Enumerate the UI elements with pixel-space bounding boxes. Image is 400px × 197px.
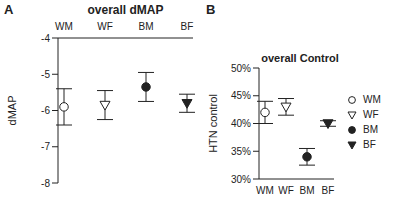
svg-text:-8: -8: [41, 178, 50, 189]
html-text:BF: BF: [363, 139, 376, 150]
svg-text:WF: WF: [97, 21, 113, 32]
svg-text:HTN control: HTN control: [207, 94, 219, 153]
svg-text:WF: WF: [278, 185, 294, 196]
html-text:B: B: [206, 2, 216, 17]
svg-text:-5: -5: [41, 69, 50, 80]
svg-text:50%: 50%: [231, 63, 251, 74]
svg-text:-7: -7: [41, 141, 50, 152]
svg-text:-4: -4: [41, 33, 50, 44]
html-text:overall Control: overall Control: [261, 52, 339, 64]
svg-text:BM: BM: [300, 185, 315, 196]
svg-text:40%: 40%: [231, 118, 251, 129]
svg-text:45%: 45%: [231, 90, 251, 101]
html-text:overall dMAP: overall dMAP: [87, 3, 164, 17]
html-text:A: A: [4, 2, 14, 17]
html-text:WM: WM: [363, 94, 381, 105]
svg-text:BM: BM: [139, 21, 154, 32]
svg-text:30%: 30%: [231, 174, 251, 185]
svg-text:BF: BF: [322, 185, 335, 196]
svg-text:-6: -6: [41, 105, 50, 116]
html-text:WF: WF: [363, 109, 379, 120]
html-text:BM: BM: [363, 124, 378, 135]
svg-text:BF: BF: [181, 21, 194, 32]
svg-text:WM: WM: [55, 21, 73, 32]
svg-text:dMAP: dMAP: [8, 96, 18, 126]
svg-text:35%: 35%: [231, 146, 251, 157]
svg-text:WM: WM: [256, 185, 274, 196]
